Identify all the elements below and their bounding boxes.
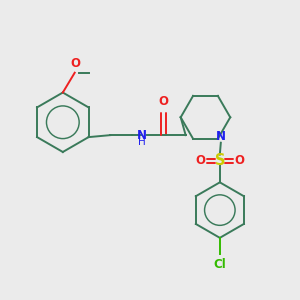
Text: O: O [235, 154, 244, 167]
Text: Cl: Cl [214, 258, 226, 271]
Text: H: H [138, 137, 146, 147]
Text: O: O [71, 57, 81, 70]
Text: S: S [214, 153, 225, 168]
Text: O: O [195, 154, 205, 167]
Text: N: N [137, 129, 147, 142]
Text: N: N [216, 130, 226, 143]
Text: O: O [159, 95, 169, 108]
